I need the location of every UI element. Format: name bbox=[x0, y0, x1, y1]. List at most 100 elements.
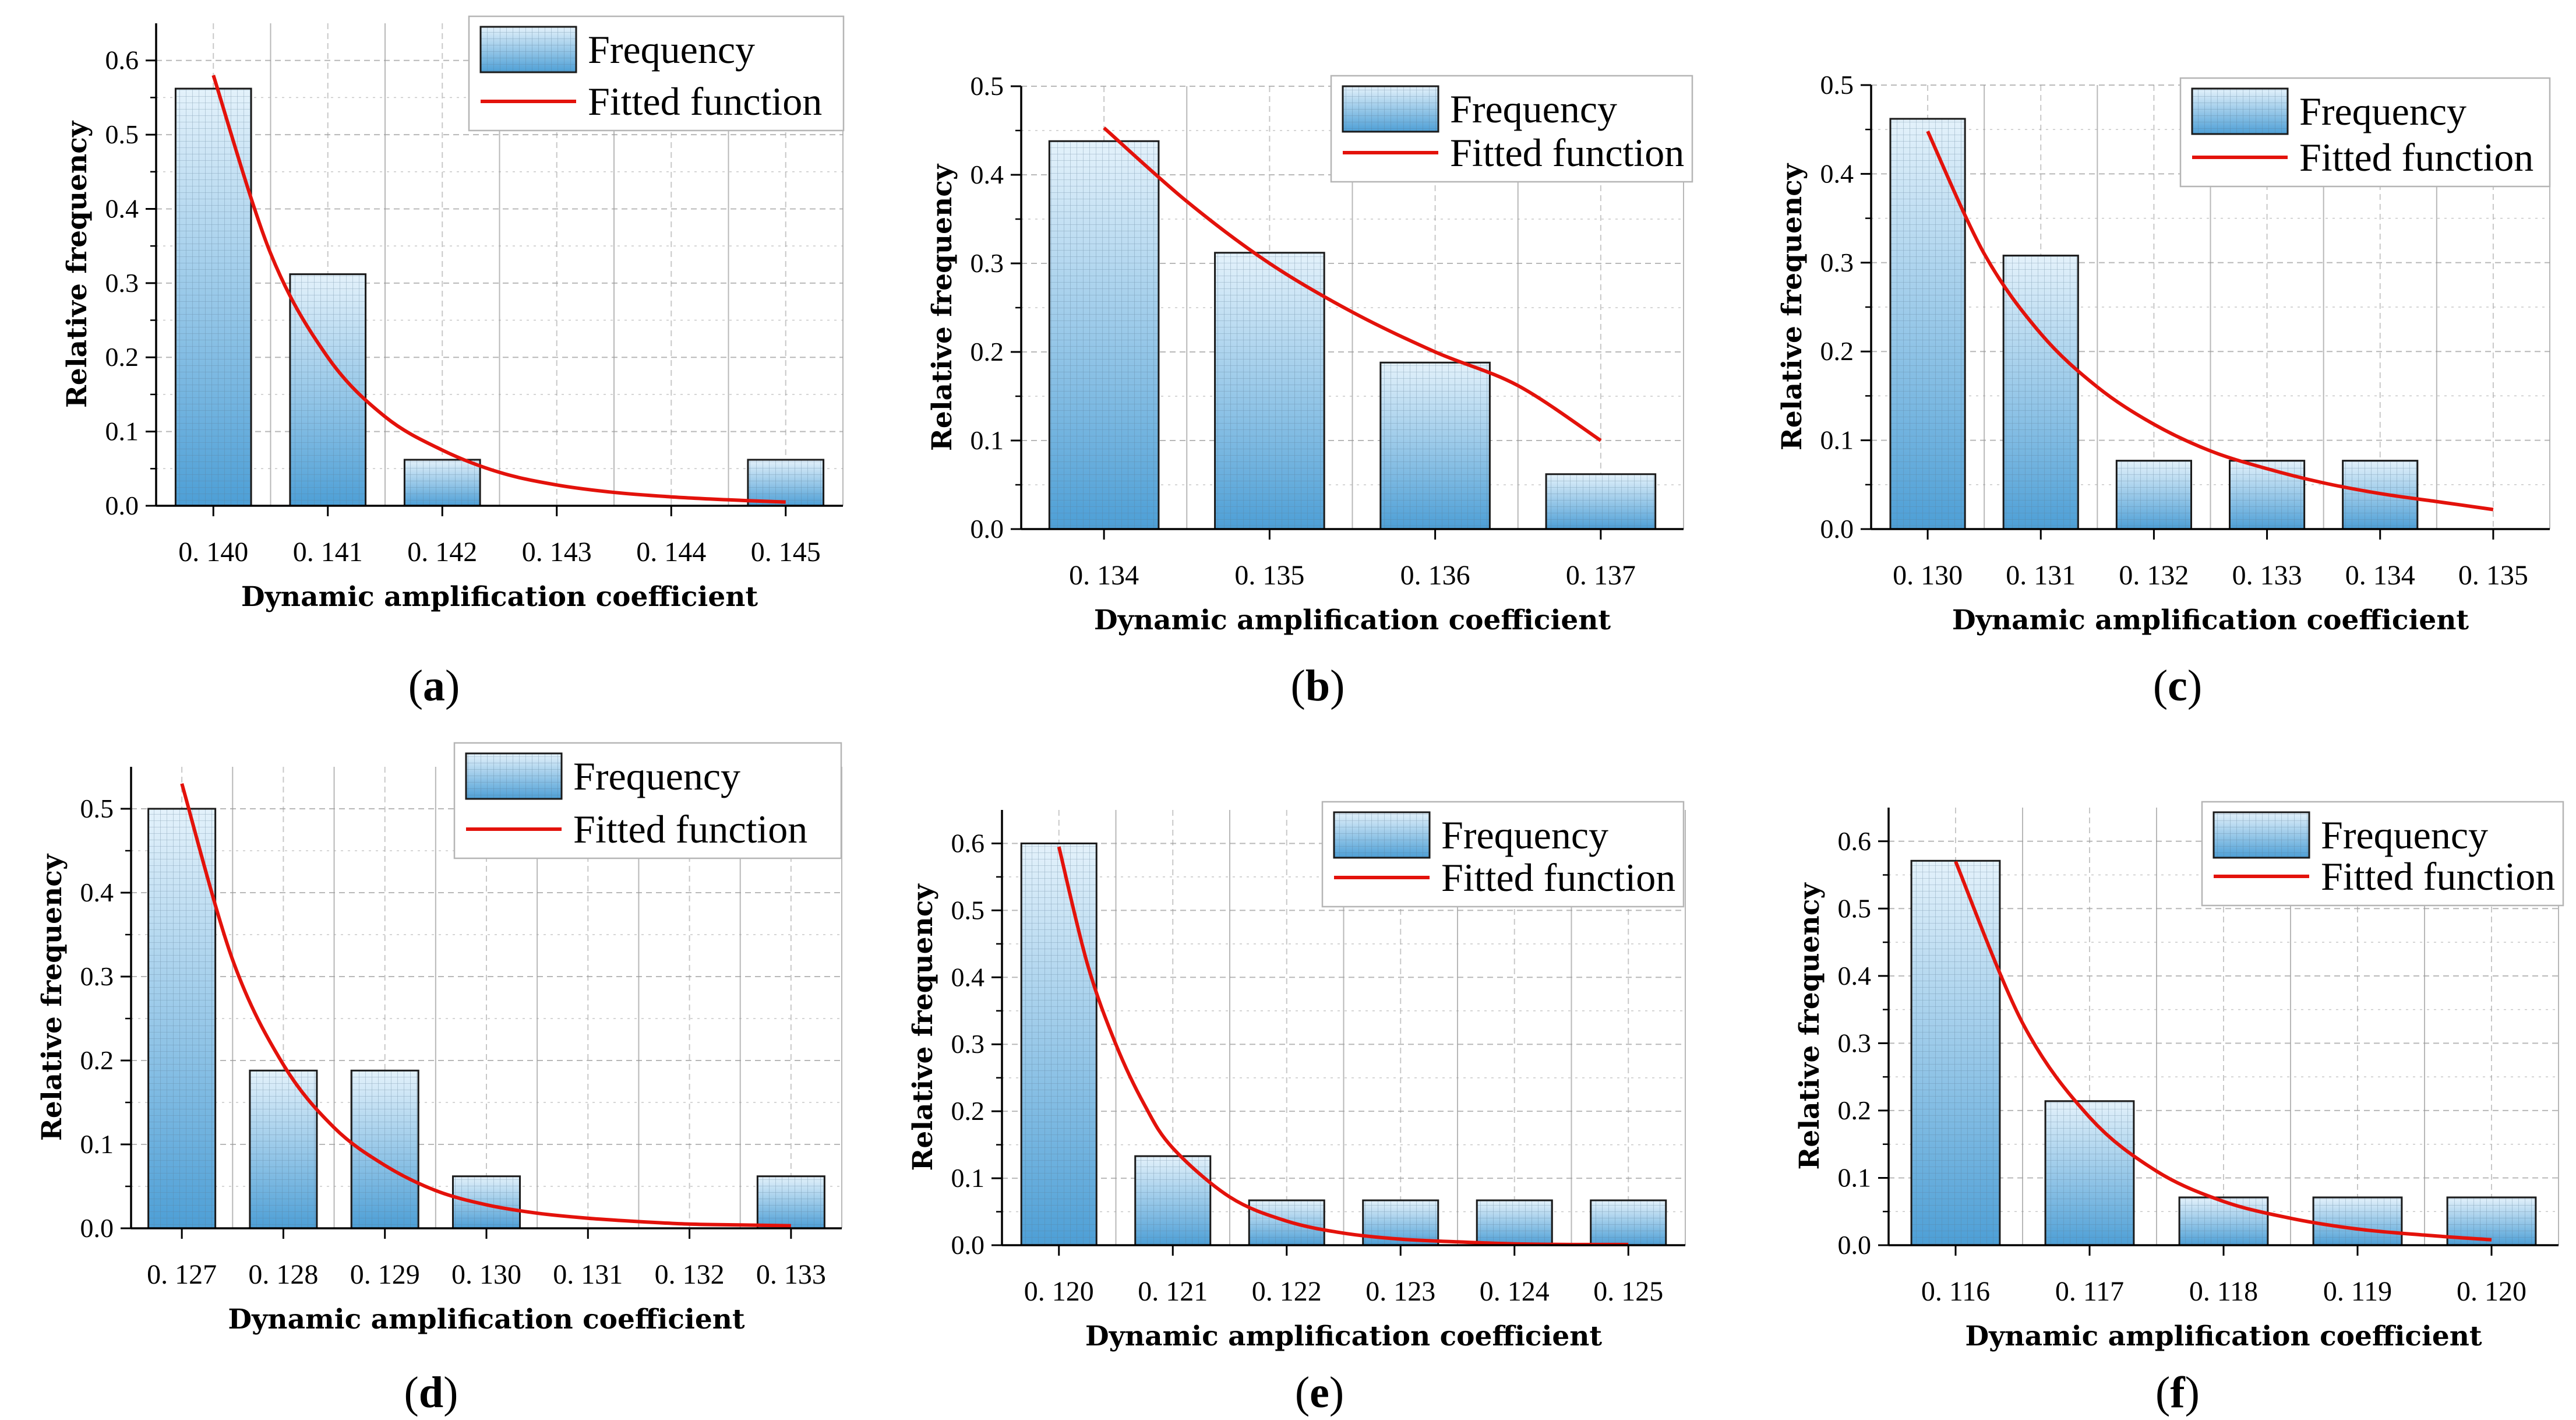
bar bbox=[2312, 1196, 2403, 1246]
y-axis-title: Relative frequency bbox=[61, 120, 93, 408]
x-tick-label: 0. 117 bbox=[2055, 1276, 2124, 1307]
legend-label: Frequency bbox=[588, 27, 755, 72]
y-tick-label: 0.5 bbox=[1838, 893, 1872, 923]
bar bbox=[147, 808, 217, 1229]
y-tick-label: 0.2 bbox=[105, 342, 139, 372]
x-tick-label: 0. 118 bbox=[2189, 1276, 2258, 1307]
y-axis-title: Relative frequency bbox=[36, 853, 68, 1141]
x-tick-label: 0. 130 bbox=[451, 1259, 521, 1290]
y-tick-label: 0.3 bbox=[1820, 248, 1854, 277]
x-axis-title: Dynamic amplification coefficient bbox=[1094, 604, 1611, 636]
x-tick-label: 0. 129 bbox=[350, 1259, 420, 1290]
bar bbox=[756, 1175, 825, 1229]
x-tick-label: 0. 121 bbox=[1138, 1276, 1208, 1307]
x-tick-label: 0. 120 bbox=[1024, 1276, 1094, 1307]
bar bbox=[1048, 140, 1160, 530]
legend-bar-swatch bbox=[2191, 87, 2289, 135]
bar bbox=[1476, 1199, 1553, 1246]
y-axis-title: Relative frequency bbox=[926, 163, 958, 451]
x-tick-label: 0. 131 bbox=[553, 1259, 623, 1290]
x-tick-label: 0. 134 bbox=[1069, 560, 1139, 591]
y-tick-label: 0.4 bbox=[971, 160, 1004, 189]
y-tick-label: 0.0 bbox=[1838, 1230, 1872, 1260]
bar bbox=[1020, 842, 1098, 1246]
y-tick-label: 0.5 bbox=[1820, 70, 1854, 100]
x-tick-label: 0. 127 bbox=[147, 1259, 217, 1290]
bar bbox=[1214, 252, 1325, 530]
x-tick-label: 0. 133 bbox=[756, 1259, 826, 1290]
bar bbox=[1545, 473, 1657, 530]
bar bbox=[1590, 1199, 1667, 1246]
y-tick-label: 0.5 bbox=[105, 119, 139, 149]
fitted-curve bbox=[1103, 126, 1602, 442]
bar bbox=[350, 1069, 419, 1229]
x-axis-title: Dynamic amplification coefficient bbox=[1952, 604, 2469, 636]
x-tick-label: 0. 136 bbox=[1400, 560, 1470, 591]
y-tick-label: 0.5 bbox=[951, 895, 985, 925]
y-tick-label: 0.4 bbox=[105, 193, 139, 223]
y-tick-label: 0.6 bbox=[105, 45, 139, 75]
y-tick-label: 0.2 bbox=[80, 1045, 114, 1075]
y-tick-label: 0.2 bbox=[1820, 336, 1854, 366]
y-tick-label: 0.4 bbox=[951, 962, 985, 992]
bar bbox=[2229, 460, 2306, 530]
bar bbox=[249, 1069, 318, 1229]
x-tick-label: 0. 116 bbox=[1921, 1276, 1990, 1307]
bar bbox=[174, 87, 252, 507]
y-tick-label: 0.1 bbox=[971, 425, 1004, 455]
legend-bar-swatch bbox=[2212, 811, 2310, 859]
fitted-curve bbox=[211, 75, 786, 504]
y-axis-title: Relative frequency bbox=[907, 883, 939, 1171]
chart-panel-b: 0.0 0.1 0.2 0.3 0.4 0.5 0. 134 0. 135 0. 136 0. 1… bbox=[926, 71, 1693, 710]
x-tick-label: 0. 131 bbox=[2006, 560, 2076, 591]
legend-label: Fitted function bbox=[2321, 854, 2555, 898]
y-tick-label: 0.3 bbox=[105, 268, 139, 298]
chart-panel-d: 0.0 0.1 0.2 0.3 0.4 0.5 0. 127 0. 128 0. 129 0. 1… bbox=[36, 742, 842, 1417]
legend-bar-swatch bbox=[479, 26, 577, 73]
y-tick-label: 0.2 bbox=[1838, 1095, 1872, 1125]
y-tick-label: 0.5 bbox=[80, 794, 114, 823]
x-tick-label: 0. 135 bbox=[1234, 560, 1304, 591]
bar bbox=[451, 1175, 521, 1229]
panel-label: (b) bbox=[1291, 661, 1345, 710]
legend-label: Frequency bbox=[2321, 813, 2488, 857]
y-tick-label: 0.4 bbox=[80, 878, 114, 907]
panel-label: (f) bbox=[2155, 1368, 2200, 1417]
y-tick-label: 0.3 bbox=[1838, 1028, 1872, 1058]
chart-panel-a: 0.0 0.1 0.2 0.3 0.4 0.5 0.6 0. 140 0. 141 0. 142 0… bbox=[61, 15, 845, 710]
y-tick-label: 0.0 bbox=[951, 1230, 985, 1260]
x-tick-label: 0. 143 bbox=[522, 537, 592, 568]
y-tick-label: 0.1 bbox=[105, 417, 139, 446]
x-axis-title: Dynamic amplification coefficient bbox=[1085, 1320, 1603, 1352]
legend-label: Fitted function bbox=[1441, 855, 1675, 900]
x-tick-label: 0. 123 bbox=[1365, 1276, 1435, 1307]
legend-label: Fitted function bbox=[1450, 131, 1684, 175]
legend-label: Frequency bbox=[573, 754, 740, 798]
y-tick-label: 0.1 bbox=[1820, 425, 1854, 455]
y-tick-label: 0.0 bbox=[971, 514, 1004, 544]
panel-label: (d) bbox=[404, 1368, 458, 1417]
y-tick-label: 0.2 bbox=[951, 1096, 985, 1126]
x-axis-title: Dynamic amplification coefficient bbox=[228, 1303, 745, 1336]
legend-label: Fitted function bbox=[2299, 135, 2533, 179]
x-tick-label: 0. 132 bbox=[655, 1259, 725, 1290]
fitted-curve bbox=[180, 783, 791, 1228]
bar bbox=[2115, 460, 2192, 530]
y-tick-label: 0.4 bbox=[1838, 961, 1872, 991]
legend-label: Frequency bbox=[1441, 813, 1608, 857]
y-tick-label: 0.1 bbox=[80, 1129, 114, 1159]
y-tick-label: 0.0 bbox=[1820, 514, 1854, 544]
x-tick-label: 0. 137 bbox=[1566, 560, 1636, 591]
legend-label: Frequency bbox=[1450, 87, 1617, 131]
x-tick-label: 0. 142 bbox=[407, 537, 477, 568]
fitted-curve bbox=[1926, 130, 2494, 512]
x-axis-title: Dynamic amplification coefficient bbox=[241, 581, 758, 613]
x-tick-label: 0. 125 bbox=[1593, 1276, 1663, 1307]
y-tick-label: 0.4 bbox=[1820, 158, 1854, 188]
panel-label: (e) bbox=[1295, 1368, 1344, 1417]
